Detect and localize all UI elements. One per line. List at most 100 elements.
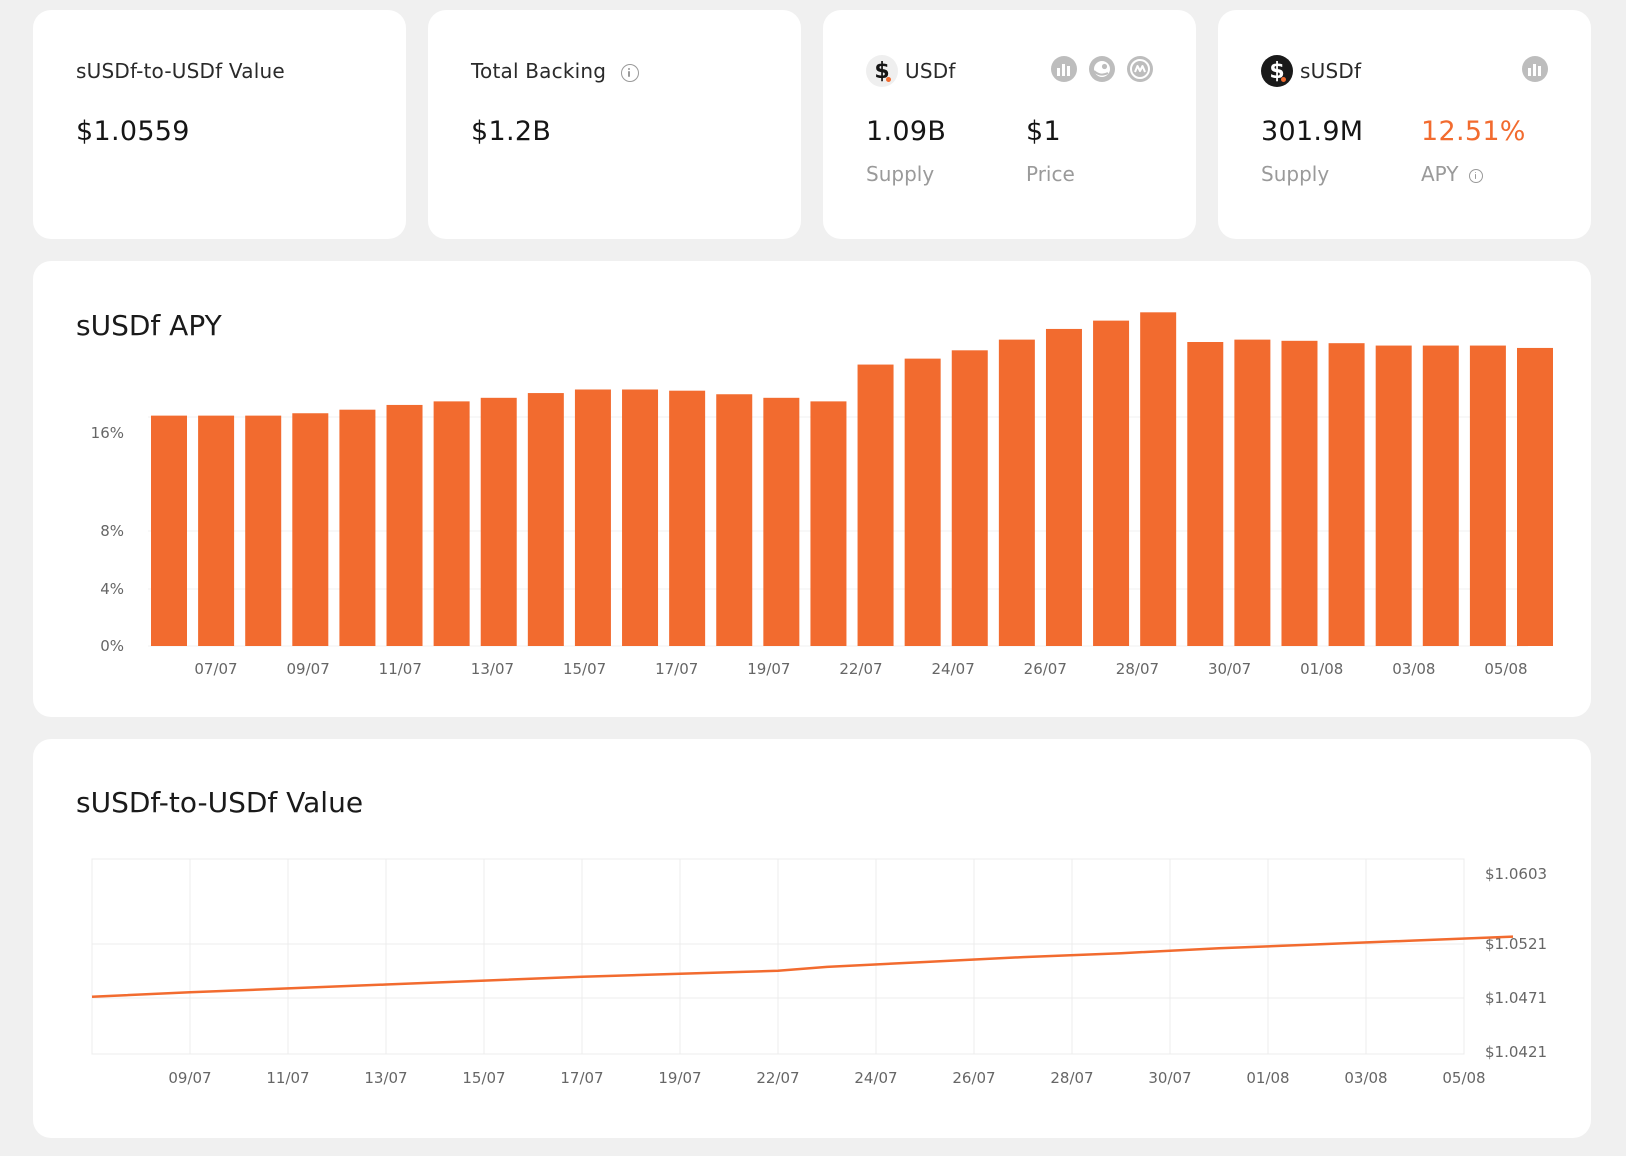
apy-bar (245, 415, 282, 646)
value-line-chart: 09/07 11/07 13/07 15/07 17/07 19/07 22/07 24/07… (91, 858, 1547, 1087)
x-tick-label: 22/07 (839, 660, 882, 678)
apy-bar (857, 364, 894, 646)
usdf-price-label: Price (1026, 162, 1075, 186)
backing-card-label: Total Backing (471, 59, 639, 83)
value-card-value: $1.0559 (76, 116, 190, 147)
apy-bar (386, 404, 423, 646)
x-tick-label: 01/08 (1300, 660, 1343, 678)
apy-chart-card: sUSDf APY 16% 8% 4% 0% 07/07 09/07 11/07 13/07 1… (33, 261, 1591, 717)
x-tick-label: 05/08 (1484, 660, 1527, 678)
susdf-apy-label: APY (1421, 162, 1483, 186)
x-tick-label: 11/07 (379, 660, 422, 678)
x-tick-label: 05/08 (1442, 1069, 1485, 1087)
x-tick-label: 15/07 (563, 660, 606, 678)
usdf-price-value: $1 (1026, 116, 1061, 147)
apy-bar (433, 401, 470, 646)
apy-bar (1375, 345, 1412, 646)
value-line (91, 935, 1514, 998)
x-tick-label: 19/07 (747, 660, 790, 678)
x-tick-label: 22/07 (756, 1069, 799, 1087)
susdf-token-name: sUSDf (1300, 59, 1362, 83)
apy-bar-chart: 16% 8% 4% 0% 07/07 09/07 11/07 13/07 15/07 17/07 1… (91, 312, 1553, 678)
x-tick-label: 26/07 (1024, 660, 1067, 678)
susdf-apy-label-text: APY (1421, 162, 1459, 186)
apy-bar (574, 389, 611, 646)
y-tick-label: $1.0421 (1485, 1043, 1547, 1061)
apy-bar (1234, 339, 1271, 646)
y-tick-label: $1.0521 (1485, 935, 1547, 953)
apy-bar (716, 394, 753, 646)
apy-bar (198, 415, 235, 646)
usdf-supply-label: Supply (866, 162, 935, 186)
apy-bar (339, 409, 376, 646)
backing-label-text: Total Backing (471, 59, 607, 83)
backing-card-value: $1.2B (471, 116, 552, 147)
info-icon[interactable] (1468, 168, 1483, 183)
apy-bar (292, 413, 329, 646)
apy-bar (998, 339, 1035, 646)
x-tick-label: 28/07 (1050, 1069, 1093, 1087)
apy-bar (480, 397, 517, 646)
usdf-supply-value: 1.09B (866, 116, 947, 147)
coingecko-icon[interactable] (1088, 55, 1116, 83)
susdf-apy-value: 12.51% (1421, 116, 1526, 147)
value-card-label: sUSDf-to-USDf Value (76, 59, 285, 83)
value-card: sUSDf-to-USDf Value $1.0559 (33, 10, 406, 239)
value-chart-title: sUSDf-to-USDf Value (76, 786, 364, 819)
x-tick-label: 17/07 (560, 1069, 603, 1087)
susdf-logo-icon: $ (1261, 55, 1293, 87)
usdf-token-name: USDf (905, 59, 956, 83)
apy-bar (1281, 340, 1318, 646)
x-tick-label: 30/07 (1208, 660, 1251, 678)
x-tick-label: 13/07 (471, 660, 514, 678)
x-tick-label: 11/07 (266, 1069, 309, 1087)
y-tick-label: 4% (100, 580, 124, 598)
x-tick-label: 09/07 (287, 660, 330, 678)
apy-chart-title: sUSDf APY (76, 309, 222, 342)
usdf-logo-glyph: $ (874, 58, 890, 84)
x-tick-label: 03/08 (1392, 660, 1435, 678)
apy-bar (527, 393, 564, 646)
analytics-chart-icon[interactable] (1521, 55, 1549, 83)
x-tick-label: 09/07 (168, 1069, 211, 1087)
susdf-supply-label: Supply (1261, 162, 1330, 186)
usdf-logo-icon: $ (866, 55, 898, 87)
x-tick-label: 26/07 (952, 1069, 995, 1087)
usdf-card: $ USDf 1.09B Supply $1 Price (823, 10, 1196, 239)
apy-bar (1140, 312, 1177, 646)
coinmarketcap-icon[interactable] (1126, 55, 1154, 83)
apy-bar (1187, 342, 1224, 646)
x-tick-label: 07/07 (194, 660, 237, 678)
value-chart-card: sUSDf-to-USDf Value 09/07 11/07 13/07 15/07… (33, 739, 1591, 1138)
y-tick-label: $1.0471 (1485, 989, 1547, 1007)
apy-bar (1422, 345, 1459, 646)
backing-card: Total Backing $1.2B (428, 10, 801, 239)
x-tick-label: 28/07 (1116, 660, 1159, 678)
x-tick-label: 15/07 (462, 1069, 505, 1087)
apy-bar (763, 397, 800, 646)
susdf-supply-value: 301.9M (1261, 116, 1364, 147)
apy-bar (1469, 345, 1506, 646)
x-tick-label: 24/07 (932, 660, 975, 678)
apy-bar (1328, 343, 1365, 646)
y-tick-label: 16% (91, 424, 124, 442)
x-tick-label: 19/07 (658, 1069, 701, 1087)
x-tick-label: 30/07 (1148, 1069, 1191, 1087)
apy-bar (1045, 328, 1082, 646)
apy-bar (1517, 347, 1553, 646)
susdf-card: $ sUSDf 301.9M Supply 12.51% APY (1218, 10, 1591, 239)
x-tick-label: 13/07 (364, 1069, 407, 1087)
y-tick-label: $1.0603 (1485, 865, 1547, 883)
analytics-chart-icon[interactable] (1050, 55, 1078, 83)
apy-bar (1093, 320, 1130, 646)
x-tick-label: 17/07 (655, 660, 698, 678)
x-tick-label: 03/08 (1344, 1069, 1387, 1087)
info-icon[interactable] (620, 63, 639, 82)
apy-bar (669, 390, 706, 646)
apy-bar (810, 401, 847, 646)
susdf-logo-glyph: $ (1269, 58, 1285, 84)
x-tick-label: 01/08 (1246, 1069, 1289, 1087)
apy-bar (904, 358, 941, 646)
x-tick-label: 24/07 (854, 1069, 897, 1087)
apy-bar (622, 389, 659, 646)
